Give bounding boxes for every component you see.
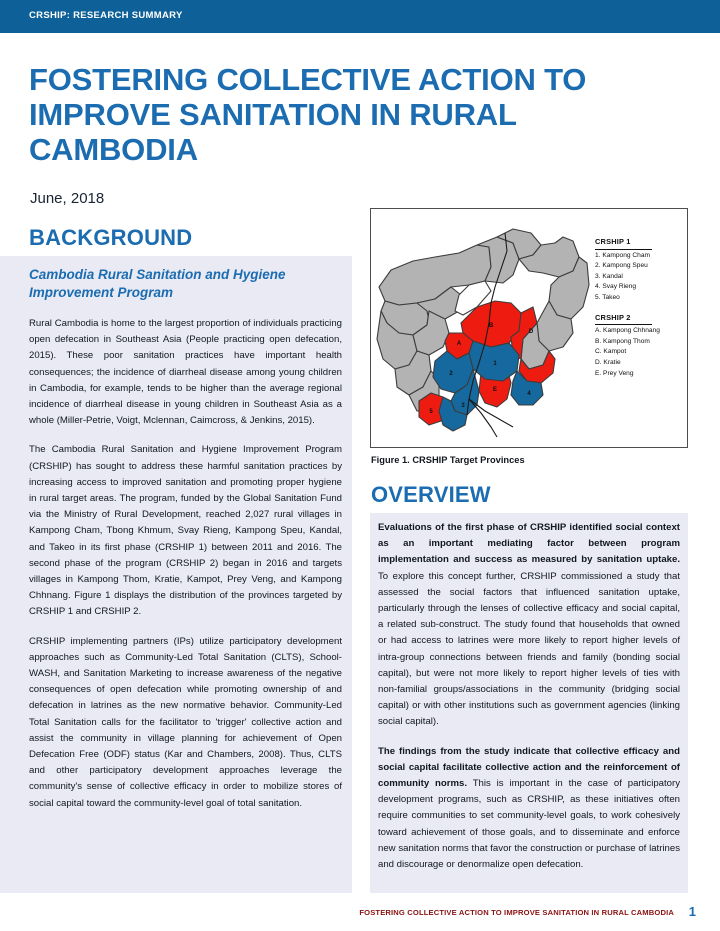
map-legend: CRSHIP 1 1. Kampong Cham 2. Kampong Speu…	[595, 237, 685, 388]
background-subheading: Cambodia Rural Sanitation and Hygiene Im…	[29, 267, 286, 300]
legend-item: A. Kampong Chhnang	[595, 327, 660, 335]
map-label-4: 4	[527, 391, 531, 397]
legend-item: 4. Svay Rieng	[595, 283, 637, 291]
figure-caption: Figure 1. CRSHIP Target Provinces	[371, 455, 525, 465]
page-number: 1	[688, 904, 696, 919]
cambodia-map: B D A 1 4 2 E 3 5 CRSHIP 1 1. Kampong Ch…	[371, 209, 687, 447]
map-label-E: E	[493, 387, 497, 393]
legend-item: B. Kampong Thom	[595, 337, 650, 345]
legend-title-crship1: CRSHIP 1	[595, 237, 631, 246]
legend-item: C. Kampot	[595, 348, 627, 356]
legend-item: 2. Kampong Speu	[595, 262, 648, 270]
footer-title: FOSTERING COLLECTIVE ACTION TO IMPROVE S…	[359, 908, 674, 917]
paragraph: The findings from the study indicate tha…	[378, 744, 680, 874]
lead-sentence: The findings from the study indicate tha…	[378, 745, 680, 790]
publication-date: June, 2018	[30, 190, 105, 207]
map-label-3: 3	[461, 403, 465, 409]
legend-group-crship2: CRSHIP 2 A. Kampong Chhnang B. Kampong T…	[595, 313, 685, 380]
legend-divider	[595, 248, 652, 250]
page-title: FOSTERING COLLECTIVE ACTION TO IMPROVE S…	[29, 62, 587, 167]
legend-divider	[595, 324, 652, 326]
legend-item: D. Kratie	[595, 358, 621, 366]
legend-item: E. Prey Veng	[595, 369, 634, 377]
section-heading-background: BACKGROUND	[29, 225, 193, 250]
background-body: Rural Cambodia is home to the largest pr…	[29, 316, 342, 825]
legend-item: 1. Kampong Cham	[595, 251, 650, 259]
legend-item: 3. Kandal	[595, 272, 623, 280]
map-svg: B D A 1 4 2 E 3 5	[376, 228, 590, 438]
right-column-panel	[370, 513, 688, 893]
map-label-D: D	[529, 329, 534, 335]
paragraph: The Cambodia Rural Sanitation and Hygien…	[29, 444, 342, 618]
paragraph-rest: To explore this concept further, CRSHIP …	[378, 570, 680, 728]
paragraph: Evaluations of the first phase of CRSHIP…	[378, 520, 680, 731]
paragraph: Rural Cambodia is home to the largest pr…	[29, 318, 342, 427]
section-heading-overview: OVERVIEW	[371, 482, 491, 507]
lead-sentence: Evaluations of the first phase of CRSHIP…	[378, 522, 680, 566]
paragraph-rest: This is important in the case of partici…	[378, 778, 680, 871]
overview-body: Evaluations of the first phase of CRSHIP…	[378, 520, 680, 886]
legend-title-crship2: CRSHIP 2	[595, 312, 631, 322]
left-column-panel	[0, 256, 352, 893]
legend-group-crship1: CRSHIP 1 1. Kampong Cham 2. Kampong Speu…	[595, 237, 685, 304]
map-label-2: 2	[449, 371, 453, 377]
paragraph: CRSHIP implementing partners (IPs) utili…	[29, 635, 342, 809]
map-label-A: A	[457, 341, 462, 347]
legend-item: 5. Takeo	[595, 293, 620, 301]
banner-label: CRSHIP: RESEARCH SUMMARY	[29, 10, 183, 21]
figure-1-container: B D A 1 4 2 E 3 5 CRSHIP 1 1. Kampong Ch…	[370, 208, 688, 448]
map-label-5: 5	[429, 409, 433, 415]
map-label-B: B	[489, 323, 494, 329]
header-banner: CRSHIP: RESEARCH SUMMARY	[0, 0, 720, 33]
map-label-1: 1	[493, 361, 497, 367]
